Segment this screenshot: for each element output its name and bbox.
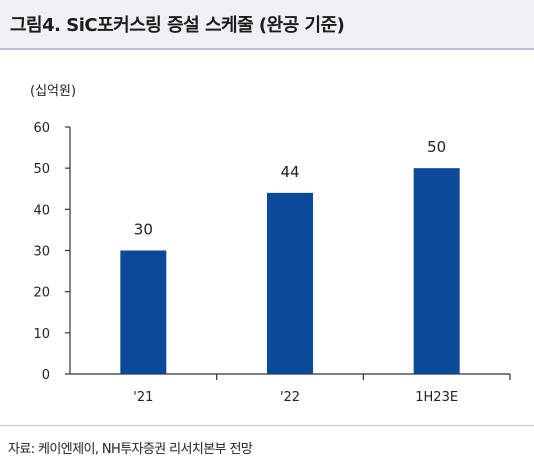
x-tick-label: '22	[280, 390, 300, 405]
y-tick-label: 10	[33, 327, 50, 342]
x-tick-label: '21	[133, 390, 153, 405]
y-unit-label: (십억원)	[30, 84, 76, 99]
bar-data-label: 44	[280, 163, 299, 181]
y-tick-label: 50	[33, 162, 50, 177]
bar-data-label: 50	[427, 138, 446, 156]
chart-title: 그림4. SiC포커스링 증설 스케줄 (완공 기준)	[10, 15, 345, 36]
bar-chart: (십억원) 0 10 20 30 40 50 60 30 '21 44 '22 50 1H23E	[30, 84, 511, 405]
x-tick-label: 1H23E	[415, 390, 458, 405]
bar-data-label: 30	[134, 221, 153, 239]
bar	[120, 250, 167, 374]
y-tick-label: 30	[33, 245, 50, 260]
y-tick-label: 40	[33, 203, 50, 218]
bar	[413, 168, 460, 374]
footer-divider	[0, 425, 534, 426]
y-tick-label: 0	[42, 368, 50, 383]
bar	[267, 192, 313, 374]
source-note: 자료: 케이엔제이, NH투자증권 리서치본부 전망	[8, 442, 253, 457]
y-tick-label: 20	[33, 286, 50, 301]
title-bar: 그림4. SiC포커스링 증설 스케줄 (완공 기준)	[0, 0, 534, 50]
y-tick-label: 60	[33, 121, 50, 136]
